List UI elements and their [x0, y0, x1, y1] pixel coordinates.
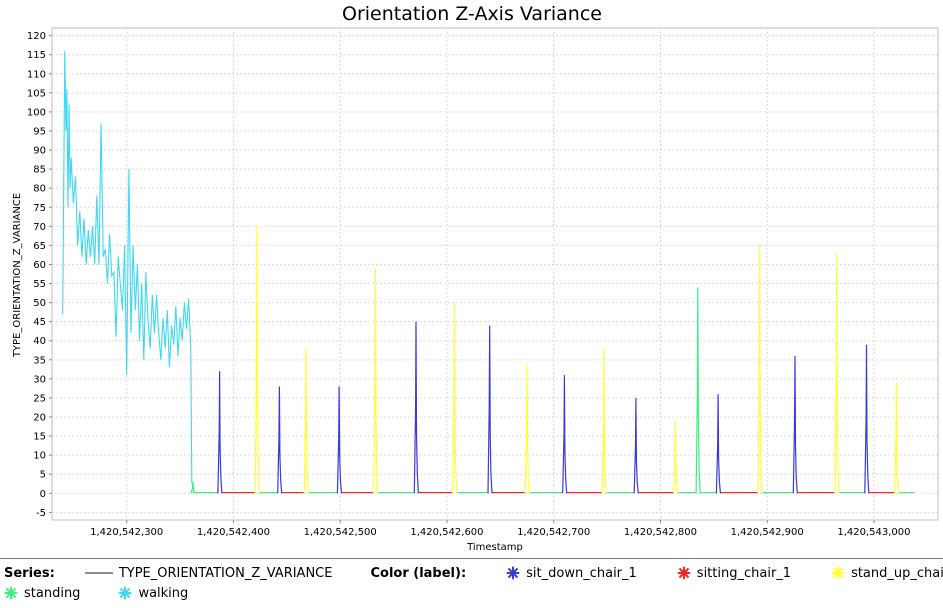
x-tick-label: 1,420,542,400	[197, 527, 270, 538]
y-tick-label: 115	[27, 50, 46, 61]
event-spike	[757, 245, 763, 494]
legend-item-sitting-chair: sitting_chair_1	[677, 566, 791, 581]
legend-item-walking: walking	[118, 586, 188, 601]
y-tick-label: -5	[36, 508, 46, 519]
legend: Series: TYPE_ORIENTATION_Z_VARIANCE Colo…	[0, 558, 943, 608]
event-spike	[601, 348, 607, 494]
event-spike	[524, 363, 530, 494]
y-tick-label: 10	[33, 451, 46, 462]
star-icon	[677, 566, 691, 580]
y-tick-label: 80	[33, 184, 46, 195]
event-spike	[633, 397, 639, 494]
y-tick-label: 85	[33, 165, 46, 176]
event-spike	[373, 268, 379, 494]
legend-item-standing: standing	[4, 586, 80, 601]
x-tick-label: 1,420,542,600	[410, 527, 483, 538]
star-icon	[506, 566, 520, 580]
x-tick-label: 1,420,542,500	[304, 527, 377, 538]
y-tick-label: 100	[27, 107, 46, 118]
series-line-swatch	[84, 572, 113, 574]
y-tick-label: 65	[33, 241, 46, 252]
event-spike	[452, 302, 458, 494]
y-tick-label: 90	[33, 146, 46, 157]
legend-label: walking	[138, 585, 189, 601]
star-icon	[4, 586, 18, 600]
y-tick-label: 20	[33, 413, 46, 424]
x-axis-ticks: 1,420,542,300 1,420,542,400 1,420,542,500 1…	[90, 520, 911, 538]
legend-label: sit_down_chair_1	[526, 565, 637, 581]
chart-title: Orientation Z-Axis Variance	[342, 3, 602, 25]
event-spike	[303, 348, 309, 494]
event-spike	[673, 420, 679, 494]
star-icon	[118, 586, 132, 600]
legend-row-1: Series: TYPE_ORIENTATION_Z_VARIANCE Colo…	[4, 563, 943, 583]
y-tick-label: 105	[27, 88, 46, 99]
grid-lines	[52, 28, 938, 520]
y-tick-label: 50	[33, 298, 46, 309]
event-spike	[277, 386, 283, 494]
event-spike	[864, 344, 870, 494]
y-tick-label: 60	[33, 260, 46, 271]
event-spike	[413, 321, 419, 494]
y-tick-label: 30	[33, 374, 46, 385]
event-spike	[695, 287, 701, 494]
y-tick-label: 55	[33, 279, 46, 290]
event-spike	[190, 481, 196, 494]
event-spike	[792, 355, 798, 494]
y-tick-label: 5	[40, 470, 46, 481]
star-icon	[831, 566, 845, 580]
chart: Orientation Z-Axis Variance -5 0 5 10 15 20 25…	[12, 3, 939, 553]
y-tick-label: 40	[33, 336, 46, 347]
legend-series-heading: Series:	[4, 565, 55, 581]
event-spike	[715, 394, 721, 494]
y-tick-label: 45	[33, 317, 46, 328]
y-tick-label: 35	[33, 355, 46, 366]
x-tick-label: 1,420,542,300	[90, 527, 163, 538]
y-tick-label: 95	[33, 126, 46, 137]
y-tick-label: 70	[33, 222, 46, 233]
legend-label: stand_up_chair_1	[851, 565, 943, 581]
y-tick-label: 25	[33, 393, 46, 404]
event-spike	[217, 371, 223, 494]
legend-item-sit-down-chair: sit_down_chair_1	[506, 566, 637, 581]
y-tick-label: 0	[40, 489, 46, 500]
y-tick-label: 110	[27, 69, 46, 80]
x-tick-label: 1,420,543,000	[837, 527, 910, 538]
walking-series-line	[62, 50, 195, 494]
x-tick-label: 1,420,542,900	[731, 527, 804, 538]
plot-area	[51, 27, 939, 521]
event-spike	[562, 375, 568, 494]
event-spike	[894, 382, 900, 494]
legend-label: standing	[24, 585, 81, 601]
x-tick-label: 1,420,542,800	[624, 527, 697, 538]
legend-color-heading: Color (label):	[370, 565, 467, 581]
legend-row-2: standing walking	[4, 583, 188, 603]
y-axis-title: TYPE_ORIENTATION_Z_VARIANCE	[12, 193, 23, 358]
event-spike	[834, 252, 840, 494]
event-spike	[336, 386, 343, 494]
legend-item-stand-up-chair: stand_up_chair_1	[831, 566, 943, 581]
event-spike	[254, 226, 260, 494]
legend-label: sitting_chair_1	[696, 565, 792, 581]
y-tick-label: 75	[33, 203, 46, 214]
event-spike	[487, 325, 493, 494]
y-axis-ticks: -5 0 5 10 15 20 25 30 35 40 45 50 55 60 65 70 75 80 85 90 95…	[27, 31, 52, 519]
x-tick-label: 1,420,542,700	[517, 527, 590, 538]
y-tick-label: 15	[33, 432, 46, 443]
x-axis-title: Timestamp	[466, 542, 523, 553]
legend-series-name: TYPE_ORIENTATION_Z_VARIANCE	[118, 565, 333, 581]
y-tick-label: 120	[27, 31, 46, 42]
series-lines	[62, 50, 915, 494]
